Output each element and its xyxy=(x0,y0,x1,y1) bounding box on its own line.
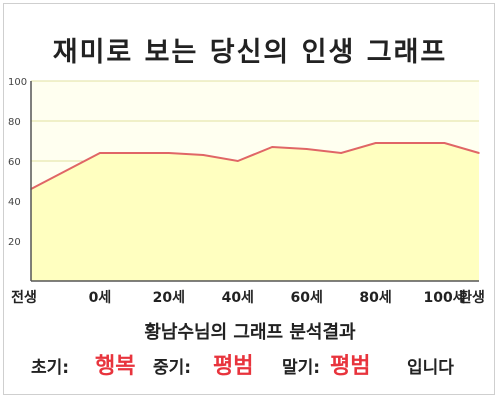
x-tick-label: 40세 xyxy=(222,290,254,306)
page-frame xyxy=(3,3,495,395)
data-point xyxy=(340,152,342,154)
data-point xyxy=(99,152,101,154)
x-tick-label: 환생 xyxy=(459,289,485,306)
life-area xyxy=(31,143,479,281)
x-tick-label: 100세 xyxy=(423,290,465,306)
data-point xyxy=(478,152,480,154)
late-value: 평범 xyxy=(330,354,371,379)
data-point xyxy=(202,154,205,156)
middle-value: 평범 xyxy=(213,354,254,379)
y-tick-label: 20 xyxy=(8,237,21,248)
y-tick-label: 100 xyxy=(8,77,27,88)
y-tick-label: 60 xyxy=(8,157,21,168)
late-label: 말기: xyxy=(282,358,321,378)
x-tick-label: 전생 xyxy=(11,289,37,306)
middle-label: 중기: xyxy=(153,358,192,378)
y-tick-label: 80 xyxy=(8,117,21,128)
data-point xyxy=(443,142,446,144)
x-tick-label: 20세 xyxy=(153,290,185,306)
analysis-title: 황남수님의 그래프 분석결과 xyxy=(144,322,356,343)
early-label: 초기: xyxy=(31,358,70,378)
x-tick-label: 0세 xyxy=(89,290,112,306)
analysis-result: 초기: 행복 중기: 평범 말기: 평범 입니다 xyxy=(0,346,500,379)
data-point xyxy=(168,152,170,154)
page-title: 재미로 보는 당신의 인생 그래프 xyxy=(52,37,448,68)
data-point xyxy=(236,160,239,162)
x-tick-label: 60세 xyxy=(291,290,323,306)
data-point xyxy=(305,148,308,150)
data-point xyxy=(409,142,411,144)
data-point xyxy=(271,146,274,148)
y-tick-label: 40 xyxy=(8,197,21,208)
data-point xyxy=(374,142,377,144)
x-tick-label: 80세 xyxy=(359,290,391,306)
data-point xyxy=(133,152,136,154)
early-value: 행복 xyxy=(95,354,136,379)
ending-text: 입니다 xyxy=(407,358,454,378)
